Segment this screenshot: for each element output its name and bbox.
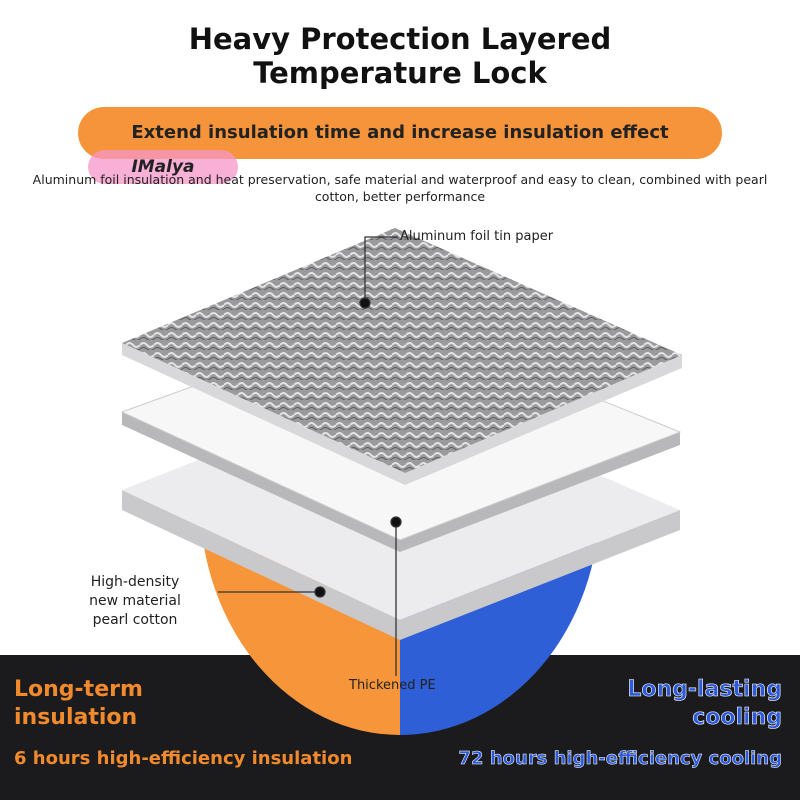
left-detail: 6 hours high-efficiency insulation	[14, 748, 353, 769]
foil-layer	[122, 228, 682, 485]
title: Heavy Protection Layered Temperature Loc…	[188, 22, 612, 90]
layer-label: Thickened PE	[349, 678, 436, 693]
description: Aluminum foil insulation and heat preser…	[32, 172, 768, 204]
callouts	[218, 236, 402, 676]
layer-label: Aluminum foil tin paper	[400, 229, 554, 244]
layer-label: High-density new material pearl cotton	[89, 574, 181, 628]
right-detail: 72 hours high-efficiency cooling	[458, 748, 782, 770]
right-heading: Long-lasting cooling	[627, 677, 782, 731]
watermark: IMalya	[88, 150, 238, 184]
left-heading: Long-term insulation	[14, 677, 143, 730]
